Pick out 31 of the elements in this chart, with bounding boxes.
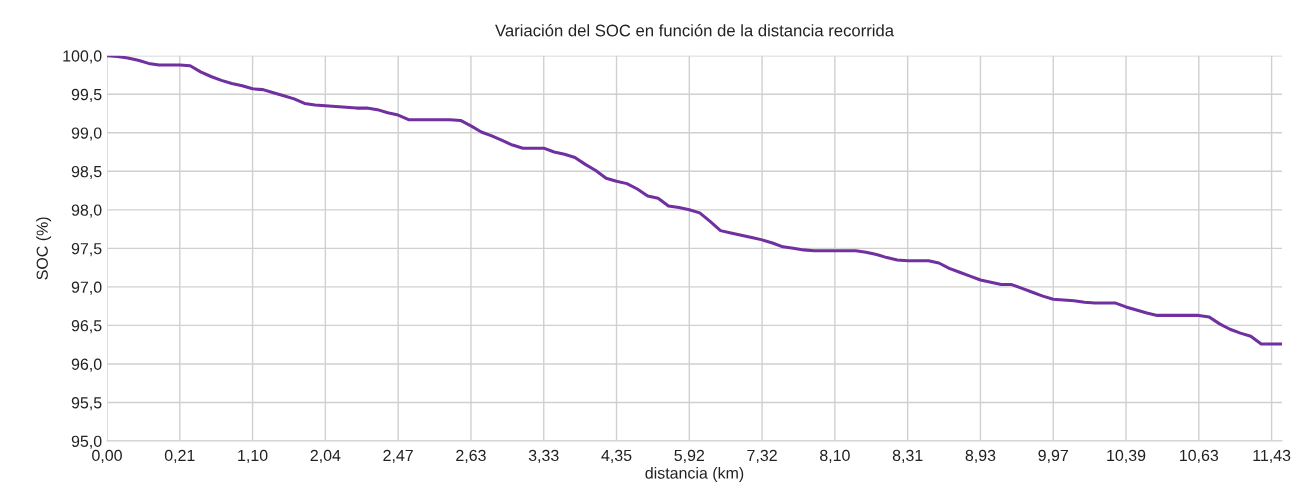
- x-tick-label: 11,43: [1253, 449, 1291, 463]
- x-tick-label: 10,39: [1107, 449, 1146, 463]
- x-tick-label: 0,00: [92, 449, 122, 463]
- x-tick-label: 2,04: [310, 449, 341, 463]
- x-tick-label: 2,47: [383, 449, 413, 463]
- y-tick-label: 99,5: [71, 88, 102, 103]
- x-axis-title: distancia (km): [645, 467, 744, 482]
- y-tick-label: 95,0: [71, 435, 102, 449]
- chart-title: Variación del SOC en función de la distancia recorrida: [495, 23, 895, 37]
- y-tick-label: 97,0: [71, 281, 102, 295]
- y-tick-label: 96,0: [71, 358, 102, 372]
- x-tick-label: 9,97: [1038, 449, 1068, 463]
- x-tick-label: 8,31: [892, 449, 923, 463]
- x-tick-label: 2,63: [456, 449, 486, 463]
- y-tick-label: 98,5: [71, 165, 102, 180]
- y-axis-title: SOC (%): [36, 217, 52, 280]
- x-tick-label: 10,63: [1180, 449, 1219, 463]
- x-tick-label: 0,21: [164, 449, 195, 463]
- x-tick-label: 3,33: [528, 449, 559, 463]
- x-tick-label: 4,35: [601, 449, 632, 463]
- x-tick-label: 7,32: [747, 449, 777, 463]
- x-tick-label: 8,10: [820, 449, 850, 463]
- y-tick-label: 97,5: [71, 242, 102, 257]
- y-tick-label: 99,0: [71, 127, 102, 141]
- x-tick-label: 8,93: [965, 449, 996, 463]
- y-tick-label: 95,5: [71, 397, 102, 411]
- y-tick-label: 100,0: [63, 50, 102, 64]
- y-tick-label: 98,0: [71, 204, 102, 218]
- x-tick-label: 5,92: [674, 449, 705, 463]
- x-tick-label: 1,10: [238, 449, 268, 463]
- y-tick-label: 96,5: [71, 320, 102, 334]
